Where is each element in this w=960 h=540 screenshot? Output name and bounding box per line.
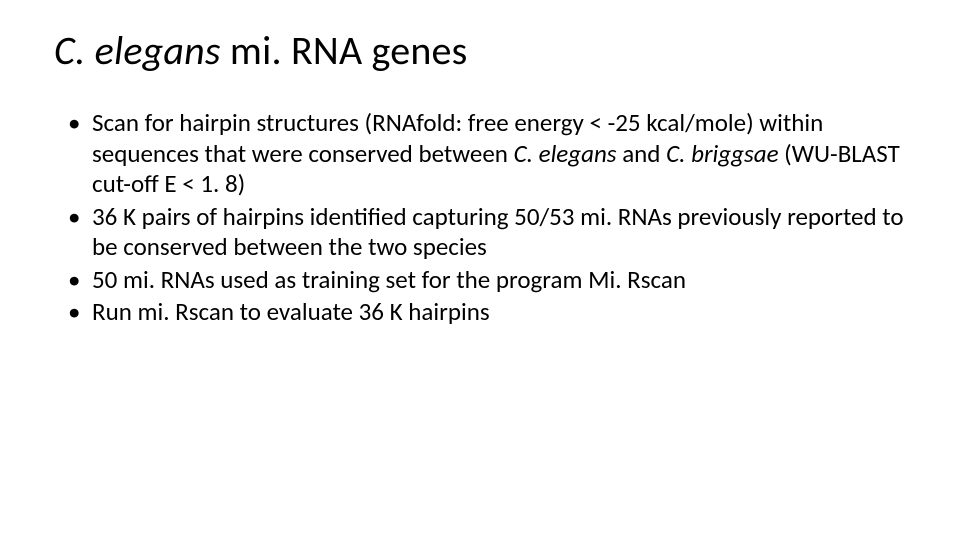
title-rest: mi. RNA genes bbox=[221, 26, 468, 75]
bullet-list: Scan for hairpin structures (RNAfold: fr… bbox=[54, 108, 906, 328]
bullet-item: 36 K pairs of hairpins identified captur… bbox=[68, 202, 906, 263]
bullet-text: and bbox=[617, 138, 667, 169]
title-species: C. elegans bbox=[54, 26, 221, 75]
slide: C. elegans mi. RNA genes Scan for hairpi… bbox=[0, 0, 960, 540]
bullet-text-italic: C. briggsae bbox=[666, 138, 778, 169]
bullet-item: Scan for hairpin structures (RNAfold: fr… bbox=[68, 108, 906, 200]
bullet-item: 50 mi. RNAs used as training set for the… bbox=[68, 265, 906, 296]
bullet-text: 36 K pairs of hairpins identified captur… bbox=[92, 201, 904, 263]
bullet-text: Run mi. Rscan to evaluate 36 K hairpins bbox=[92, 296, 490, 327]
bullet-item: Run mi. Rscan to evaluate 36 K hairpins bbox=[68, 297, 906, 328]
bullet-text-italic: C. elegans bbox=[514, 138, 617, 169]
bullet-text: 50 mi. RNAs used as training set for the… bbox=[92, 264, 686, 295]
slide-title: C. elegans mi. RNA genes bbox=[54, 28, 906, 74]
